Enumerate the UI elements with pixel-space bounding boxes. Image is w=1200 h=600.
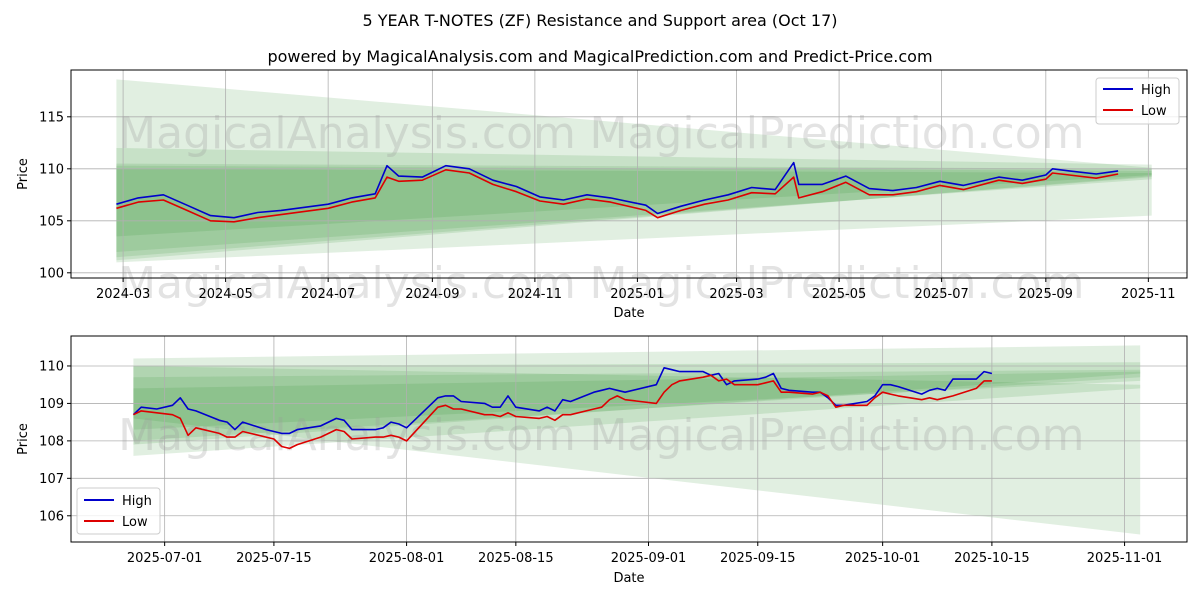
watermark-text: MagicalAnalysis.com (118, 108, 576, 159)
top-series-lines (116, 161, 1119, 223)
support-resistance-band (116, 148, 1152, 263)
support-resistance-band (116, 165, 1152, 237)
support-resistance-band (116, 163, 1152, 258)
y-tick-label: 100 (39, 266, 64, 281)
watermark-text: MagicalPrediction.com (590, 108, 1085, 159)
bottom-x-axis-ticks: 2025-07-01 2025-07-15 2025-08-01 2025-08-15… (127, 542, 1162, 566)
top-plot-frame (70, 69, 1188, 279)
support-resistance-band (133, 366, 1141, 535)
x-tick-label: 2025-10-01 (845, 551, 921, 566)
x-tick-label: 2024-05 (198, 287, 252, 302)
watermark-text: MagicalAnalysis.com (118, 410, 576, 461)
y-tick-label: 106 (39, 509, 64, 524)
top-x-axis-ticks: 2024-03 2024-05 2024-07 2024-09 2024-11 2025-… (96, 278, 1176, 302)
bottom-legend: High Low (76, 487, 161, 535)
watermark-text: MagicalPrediction.com (590, 410, 1085, 461)
x-tick-label: 2025-09-01 (611, 551, 687, 566)
top-chart: MagicalAnalysis.com MagicalPrediction.com… (16, 69, 1188, 321)
y-tick-label: 108 (39, 434, 64, 449)
bottom-watermark-group: MagicalAnalysis.com MagicalPrediction.com (118, 410, 1084, 461)
y-tick-label: 107 (39, 472, 64, 487)
x-tick-label: 2025-08-15 (478, 551, 554, 566)
y-tick-label: 110 (39, 359, 64, 374)
x-tick-label: 2025-09 (1019, 287, 1073, 302)
bottom-chart: MagicalAnalysis.com MagicalPrediction.com… (16, 335, 1188, 586)
top-grid (71, 70, 1187, 278)
x-tick-label: 2025-05 (812, 287, 866, 302)
bottom-plot-frame (70, 335, 1188, 543)
x-tick-label: 2024-03 (96, 287, 150, 302)
bottom-y-axis-ticks: 106 107 108 109 110 (39, 359, 71, 524)
bottom-grid (71, 336, 1187, 542)
x-tick-label: 2025-11-01 (1087, 551, 1163, 566)
top-watermark-group: MagicalAnalysis.com MagicalPrediction.com… (118, 108, 1084, 309)
x-tick-label: 2025-07-01 (127, 551, 203, 566)
x-tick-label: 2025-09-15 (720, 551, 796, 566)
bottom-legend-high-label: High (122, 494, 152, 509)
high-series-line (116, 161, 1119, 219)
x-tick-label: 2025-08-01 (369, 551, 445, 566)
x-tick-label: 2025-03 (709, 287, 763, 302)
low-series-line (116, 169, 1119, 223)
top-y-axis-ticks: 100 105 110 115 (39, 110, 71, 281)
top-y-axis-label: Price (16, 158, 31, 190)
low-series-line (133, 374, 992, 450)
top-legend-low-label: Low (1141, 104, 1167, 119)
watermark-text: MagicalPrediction.com (590, 258, 1085, 309)
x-tick-label: 2025-07-15 (236, 551, 312, 566)
chart-subtitle: powered by MagicalAnalysis.com and Magic… (267, 47, 932, 66)
x-tick-label: 2024-07 (301, 287, 355, 302)
top-legend-high-label: High (1141, 83, 1171, 98)
x-tick-label: 2025-01 (610, 287, 664, 302)
x-tick-label: 2024-11 (508, 287, 562, 302)
bottom-x-axis-label: Date (613, 571, 644, 586)
y-tick-label: 105 (39, 214, 64, 229)
bottom-series-lines (132, 366, 993, 450)
x-tick-label: 2025-10-15 (954, 551, 1030, 566)
top-x-axis-label: Date (613, 306, 644, 321)
bottom-legend-low-label: Low (122, 515, 148, 530)
y-tick-label: 110 (39, 162, 64, 177)
x-tick-label: 2025-11 (1121, 287, 1175, 302)
x-tick-label: 2025-07 (914, 287, 968, 302)
top-legend: High Low (1095, 77, 1180, 125)
chart-title: 5 YEAR T-NOTES (ZF) Resistance and Suppo… (363, 11, 838, 30)
watermark-text: MagicalAnalysis.com (118, 258, 576, 309)
x-tick-label: 2024-09 (405, 287, 459, 302)
high-series-line (132, 366, 993, 435)
support-resistance-band (133, 371, 1141, 441)
y-tick-label: 109 (39, 397, 64, 412)
bottom-y-axis-label: Price (16, 423, 31, 455)
support-resistance-band (116, 79, 1152, 253)
y-tick-label: 115 (39, 110, 64, 125)
top-band-group (116, 79, 1152, 263)
